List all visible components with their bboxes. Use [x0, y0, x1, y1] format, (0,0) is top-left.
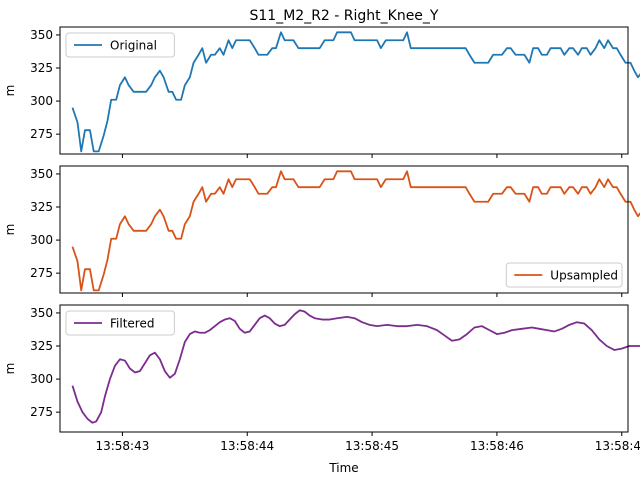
panel-3: 275 300 325 350 13:58:43 13:58:44 13:58:45 13:5… [3, 304, 640, 453]
x-axis-label: Time [328, 461, 358, 475]
y-tick-label: 275 [30, 266, 53, 280]
legend-box [65, 310, 175, 336]
panel-1: 275 300 325 350 m Original [3, 26, 640, 158]
plot-frame [59, 26, 629, 155]
y-tick-label: 350 [30, 28, 53, 42]
y-tick-label: 350 [30, 167, 53, 181]
legend: Upsampled [505, 262, 623, 288]
x-tick-label: 13:58:46 [470, 439, 524, 453]
legend-label: Upsampled [550, 269, 618, 283]
y-tick-label: 300 [30, 233, 53, 247]
legend-label: Filtered [110, 317, 154, 331]
x-tick-label: 13:58:44 [220, 439, 274, 453]
x-tick-label: 13:58:47 [595, 439, 640, 453]
series-line-original [71, 31, 640, 153]
y-tick-label: 300 [30, 94, 53, 108]
y-tick-label: 275 [30, 405, 53, 419]
x-tick-label: 13:58:45 [345, 439, 399, 453]
y-tick-label: 325 [30, 339, 53, 353]
y-tick-label: 350 [30, 306, 53, 320]
y-axis-label: m [3, 85, 17, 97]
y-tick-label: 325 [30, 200, 53, 214]
legend: Filtered [65, 310, 175, 336]
legend: Original [65, 32, 175, 58]
series-line-upsampled [71, 170, 640, 292]
y-axis-label: m [3, 363, 17, 375]
legend-box [505, 262, 623, 288]
legend-label: Original [110, 39, 157, 53]
legend-box [65, 32, 175, 58]
y-tick-label: 275 [30, 127, 53, 141]
plot-frame [59, 165, 629, 294]
plot-frame [59, 304, 629, 433]
y-tick-label: 300 [30, 372, 53, 386]
series-line-filtered [71, 309, 640, 424]
panel-2: 275 300 325 350 m Upsampled [3, 165, 640, 297]
y-axis-label: m [3, 224, 17, 236]
y-tick-label: 325 [30, 61, 53, 75]
x-tick-label: 13:58:43 [95, 439, 149, 453]
chart-title: S11_M2_R2 - Right_Knee_Y [250, 8, 439, 24]
